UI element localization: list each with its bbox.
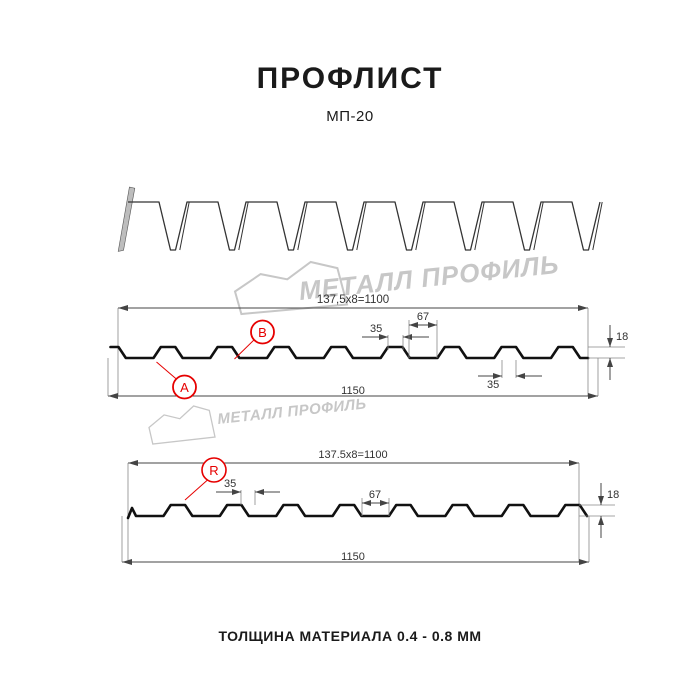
svg-text:18: 18 [616, 331, 628, 343]
svg-text:18: 18 [607, 489, 619, 501]
svg-text:R: R [209, 463, 218, 478]
svg-text:B: B [258, 325, 267, 340]
svg-text:137.5x8=1100: 137.5x8=1100 [318, 449, 387, 461]
svg-text:137,5х8=1100: 137,5х8=1100 [317, 294, 389, 306]
svg-text:1150: 1150 [341, 551, 365, 563]
svg-text:35: 35 [370, 323, 382, 335]
svg-text:A: A [180, 380, 189, 395]
svg-text:67: 67 [417, 311, 429, 323]
svg-text:1150: 1150 [341, 385, 365, 397]
svg-text:35: 35 [487, 379, 499, 391]
svg-text:35: 35 [224, 478, 236, 490]
svg-text:МЕТАЛЛ ПРОФИЛЬ: МЕТАЛЛ ПРОФИЛЬ [217, 395, 368, 428]
svg-text:67: 67 [369, 489, 381, 501]
